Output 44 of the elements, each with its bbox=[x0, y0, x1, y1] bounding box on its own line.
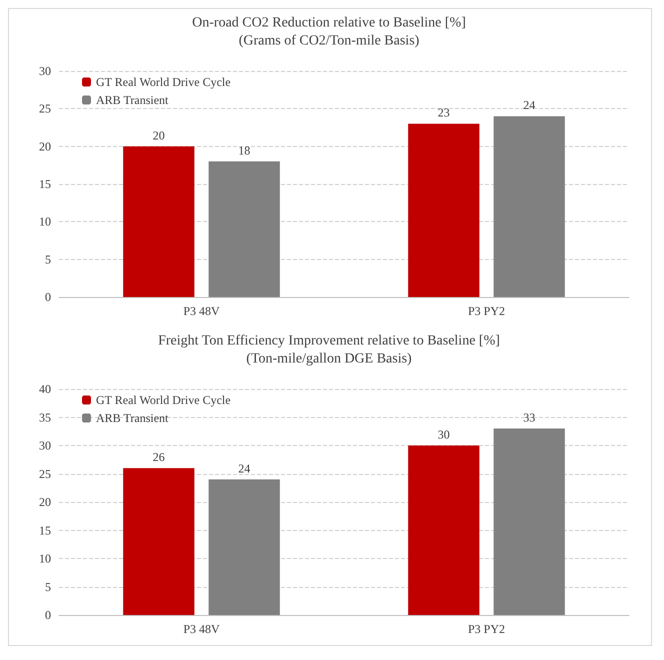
bar bbox=[408, 124, 480, 297]
y-tick-label: 30 bbox=[39, 64, 51, 78]
data-label: 24 bbox=[238, 461, 250, 476]
y-tick-label: 15 bbox=[39, 523, 51, 538]
bar bbox=[494, 428, 565, 615]
bar bbox=[208, 479, 280, 615]
legend-label: ARB Transient bbox=[96, 93, 170, 107]
y-tick-label: 10 bbox=[39, 214, 51, 229]
y-tick-label: 0 bbox=[45, 290, 51, 304]
bar bbox=[494, 116, 565, 297]
y-tick-label: 20 bbox=[39, 495, 51, 509]
y-tick-label: 40 bbox=[39, 382, 51, 396]
bar bbox=[123, 468, 194, 615]
y-tick-label: 35 bbox=[39, 410, 51, 424]
x-tick-label: P3 48V bbox=[183, 622, 220, 636]
chart-title: On-road CO2 Reduction relative to Baseline [%] bbox=[192, 16, 466, 30]
legend-label: GT Real World Drive Cycle bbox=[96, 75, 231, 89]
bar bbox=[408, 446, 480, 615]
data-label: 30 bbox=[438, 428, 450, 442]
bar bbox=[208, 161, 280, 297]
x-tick-label: P3 PY2 bbox=[468, 304, 506, 318]
y-tick-label: 15 bbox=[39, 177, 51, 191]
y-tick-label: 20 bbox=[39, 139, 51, 154]
data-label: 18 bbox=[238, 143, 250, 158]
y-tick-label: 5 bbox=[45, 580, 51, 594]
x-tick-label: P3 48V bbox=[183, 304, 220, 318]
y-tick-label: 30 bbox=[39, 438, 51, 452]
chart-subtitle: (Grams of CO2/Ton-mile Basis) bbox=[238, 34, 420, 48]
y-tick-label: 25 bbox=[39, 102, 51, 116]
legend-label: ARB Transient bbox=[96, 411, 170, 425]
data-label: 23 bbox=[438, 106, 450, 120]
x-tick-label: P3 PY2 bbox=[468, 622, 506, 636]
y-tick-label: 5 bbox=[45, 252, 51, 266]
y-tick-label: 25 bbox=[39, 466, 51, 481]
data-label: 26 bbox=[152, 450, 165, 464]
y-tick-label: 10 bbox=[39, 552, 51, 566]
chart-subtitle: (Ton-mile/gallon DGE Basis) bbox=[246, 352, 412, 366]
chart-title: Freight Ton Efficiency Improvement relative to Baseline [%] bbox=[158, 334, 500, 348]
y-tick-label: 0 bbox=[45, 608, 51, 622]
data-label: 33 bbox=[523, 410, 536, 425]
data-label: 20 bbox=[152, 128, 165, 142]
legend-label: GT Real World Drive Cycle bbox=[96, 393, 231, 407]
bar bbox=[123, 146, 194, 297]
data-label: 24 bbox=[523, 98, 536, 112]
